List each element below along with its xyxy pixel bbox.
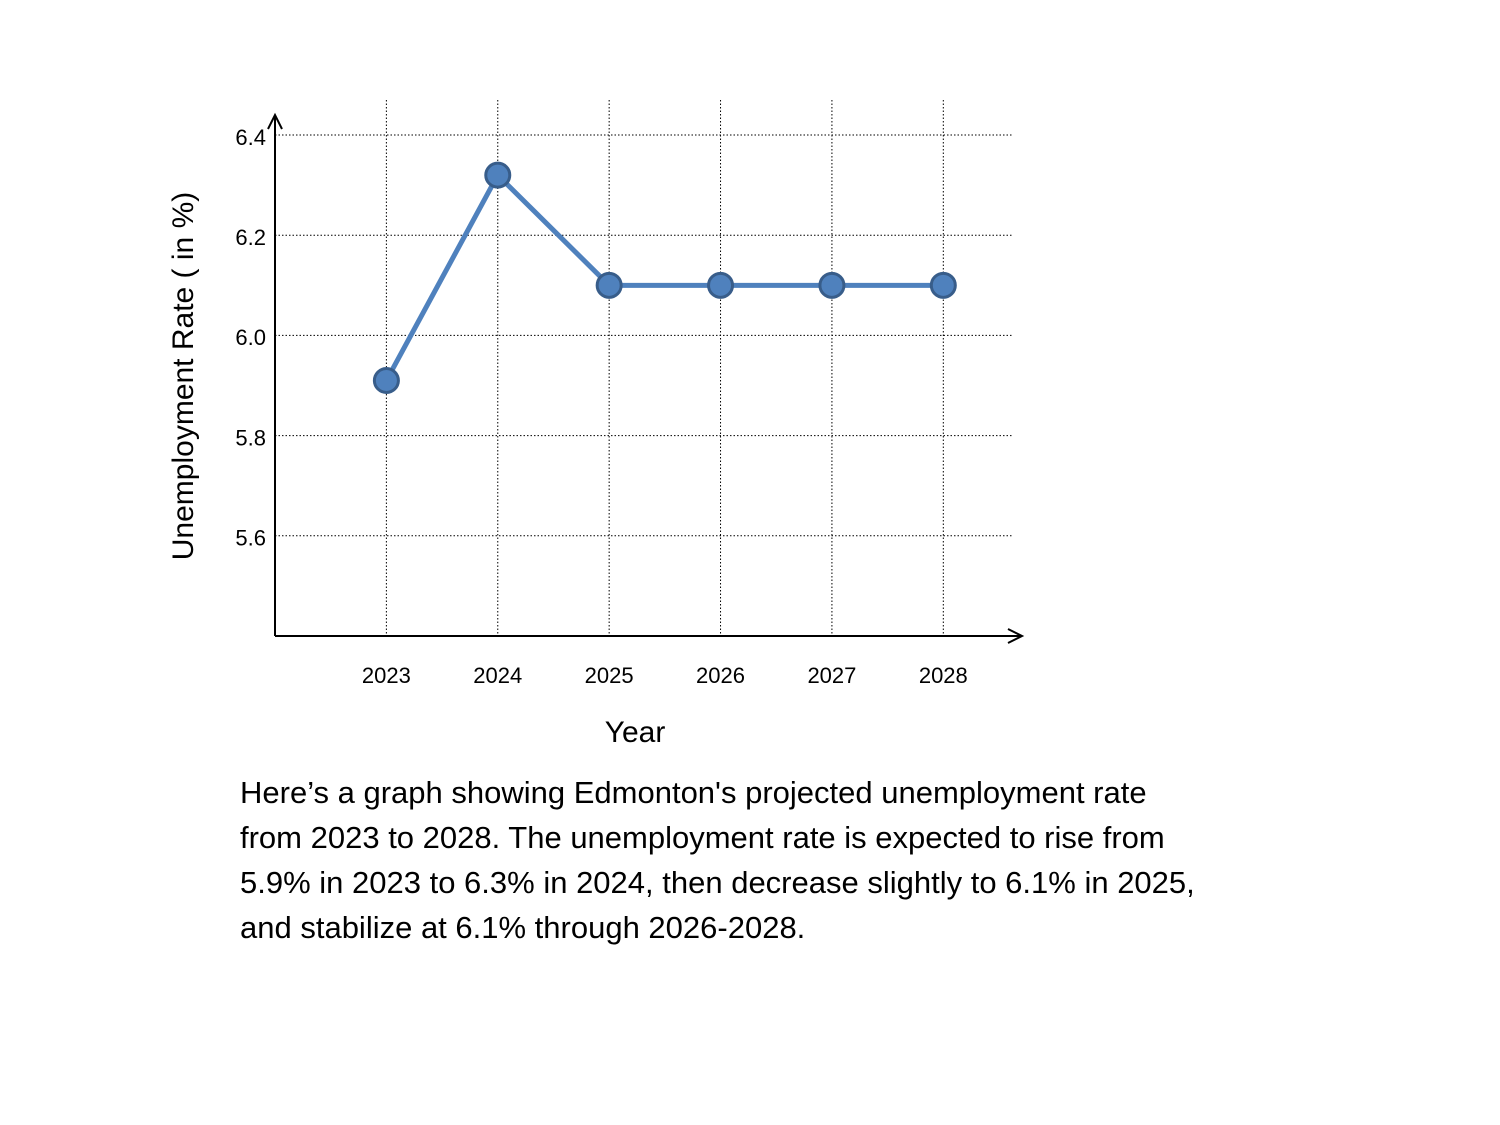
- y-tick-label: 5.8: [235, 425, 266, 450]
- y-tick-label: 6.4: [235, 125, 266, 150]
- marker: [707, 271, 735, 299]
- x-tick-label: 2026: [696, 663, 745, 688]
- description: Here’s a graph showing Edmonton's projec…: [240, 775, 1195, 945]
- marker: [372, 367, 400, 395]
- marker: [929, 271, 957, 299]
- x-tick-label: 2024: [473, 663, 522, 688]
- marker: [484, 161, 512, 189]
- y-tick-label: 6.0: [235, 325, 266, 350]
- x-tick-label: 2023: [362, 663, 411, 688]
- x-tick-label: 2025: [585, 663, 634, 688]
- y-axis: [267, 112, 283, 636]
- y-tick-label: 5.6: [235, 526, 266, 551]
- x-axis: [275, 628, 1025, 644]
- line: [384, 172, 944, 382]
- y-tick-label: 6.2: [235, 225, 266, 250]
- marker: [595, 271, 623, 299]
- x-tick-label: 2028: [919, 663, 968, 688]
- x-tick-label: 2027: [807, 663, 856, 688]
- x-axis-title: Year: [605, 716, 666, 749]
- y-axis-title: Unemployment Rate ( in %): [167, 192, 200, 560]
- chart: Year Unemployment Rate ( in %) 5.6 5.8 6.0…: [167, 100, 1025, 749]
- marker: [818, 271, 846, 299]
